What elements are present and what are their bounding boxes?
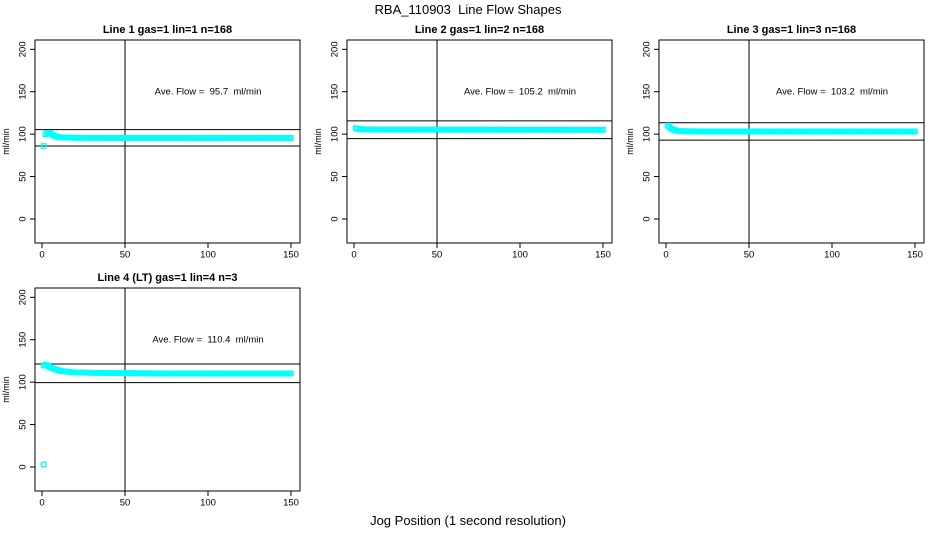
y-tick-label: 100 — [18, 126, 29, 142]
y-axis: 0 50 100 150 200 — [330, 41, 347, 222]
y-tick-label: 200 — [18, 289, 29, 305]
ave-flow-annotation: Ave. Flow = 103.2 ml/min — [776, 87, 888, 98]
subplot-title: Line 1 gas=1 lin=1 n=168 — [103, 24, 232, 36]
y-tick-label: 150 — [18, 332, 29, 348]
y-tick-label: 150 — [642, 84, 653, 100]
ave-flow-annotation: Ave. Flow = 105.2 ml/min — [464, 87, 576, 98]
y-axis: 0 50 100 150 200 — [18, 289, 35, 470]
x-tick-label: 0 — [39, 498, 44, 509]
x-tick-label: 150 — [283, 498, 299, 509]
x-tick-label: 0 — [351, 250, 356, 261]
x-tick-label: 50 — [432, 250, 443, 261]
y-axis-label: ml/min — [1, 376, 11, 403]
y-tick-label: 50 — [18, 419, 29, 430]
subplot-svg: Line 3 gas=1 lin=3 n=168 0 50 100 150 0 50 100 1… — [625, 24, 925, 261]
y-axis-label: ml/min — [313, 128, 323, 155]
subplot-svg: Line 4 (LT) gas=1 lin=4 n=3 0 50 100 150 0 50 1… — [1, 272, 301, 509]
outlier-point — [40, 143, 47, 149]
plot-box — [346, 39, 613, 244]
x-tick-label: 150 — [907, 250, 923, 261]
subplot-line-2: Line 2 gas=1 lin=2 n=168 0 50 100 150 0 50 100 1… — [312, 18, 624, 275]
x-axis: 0 50 100 150 — [351, 243, 611, 261]
y-tick-label: 50 — [18, 171, 29, 182]
plot-box — [34, 287, 301, 492]
y-tick-label: 50 — [642, 171, 653, 182]
data-point — [912, 128, 918, 135]
x-tick-label: 50 — [120, 498, 131, 509]
ave-flow-annotation: Ave. Flow = 95.7 ml/min — [155, 87, 262, 98]
flow-series-points — [40, 361, 294, 377]
outlier-point — [40, 461, 47, 468]
y-tick-label: 100 — [330, 126, 341, 142]
ave-flow-annotation: Ave. Flow = 110.4 ml/min — [152, 335, 263, 346]
subplot-title: Line 3 gas=1 lin=3 n=168 — [727, 24, 856, 36]
x-tick-label: 150 — [283, 250, 299, 261]
subplot-title: Line 2 gas=1 lin=2 n=168 — [415, 24, 544, 36]
y-tick-label: 0 — [18, 464, 29, 469]
y-axis-label: ml/min — [625, 128, 635, 155]
y-tick-label: 0 — [330, 216, 341, 221]
y-tick-label: 200 — [330, 41, 341, 57]
x-tick-label: 100 — [200, 498, 216, 509]
y-tick-label: 100 — [642, 126, 653, 142]
y-tick-label: 150 — [18, 84, 29, 100]
y-tick-label: 0 — [642, 216, 653, 221]
subplot-svg: Line 1 gas=1 lin=1 n=168 0 50 100 150 0 50 100 1… — [1, 24, 301, 261]
y-tick-label: 200 — [18, 41, 29, 57]
y-tick-label: 200 — [642, 41, 653, 57]
x-tick-label: 100 — [200, 250, 216, 261]
plot-box — [34, 39, 301, 244]
x-tick-label: 100 — [512, 250, 528, 261]
subplot-title: Line 4 (LT) gas=1 lin=4 n=3 — [97, 272, 237, 284]
x-tick-label: 50 — [744, 250, 755, 261]
subplot-svg: Line 2 gas=1 lin=2 n=168 0 50 100 150 0 50 100 1… — [313, 24, 613, 261]
x-axis-outer-label: Jog Position (1 second resolution) — [370, 513, 566, 528]
x-axis: 0 50 100 150 — [39, 491, 299, 509]
x-tick-label: 150 — [595, 250, 611, 261]
x-tick-label: 100 — [824, 250, 840, 261]
subplot-line-4: Line 4 (LT) gas=1 lin=4 n=3 0 50 100 150 0 50 1… — [0, 266, 312, 523]
y-tick-label: 50 — [330, 171, 341, 182]
y-tick-label: 150 — [330, 84, 341, 100]
figure-title: RBA_110903 Line Flow Shapes — [374, 2, 562, 17]
y-axis: 0 50 100 150 200 — [18, 41, 35, 222]
data-point — [288, 370, 294, 377]
y-tick-label: 100 — [18, 374, 29, 390]
x-axis: 0 50 100 150 — [663, 243, 923, 261]
y-axis: 0 50 100 150 200 — [642, 41, 659, 222]
x-axis: 0 50 100 150 — [39, 243, 299, 261]
x-tick-label: 50 — [120, 250, 131, 261]
data-point — [288, 135, 294, 141]
subplot-line-3: Line 3 gas=1 lin=3 n=168 0 50 100 150 0 50 100 1… — [624, 18, 936, 275]
data-point — [600, 126, 606, 133]
x-tick-label: 0 — [39, 250, 44, 261]
flow-series-points — [352, 125, 606, 133]
flow-series-points — [664, 122, 918, 135]
flow-series-points — [42, 130, 294, 141]
y-tick-label: 0 — [18, 216, 29, 221]
subplot-line-1: Line 1 gas=1 lin=1 n=168 0 50 100 150 0 50 100 1… — [0, 18, 312, 275]
x-tick-label: 0 — [663, 250, 668, 261]
plot-box — [658, 39, 925, 244]
y-axis-label: ml/min — [1, 128, 11, 155]
